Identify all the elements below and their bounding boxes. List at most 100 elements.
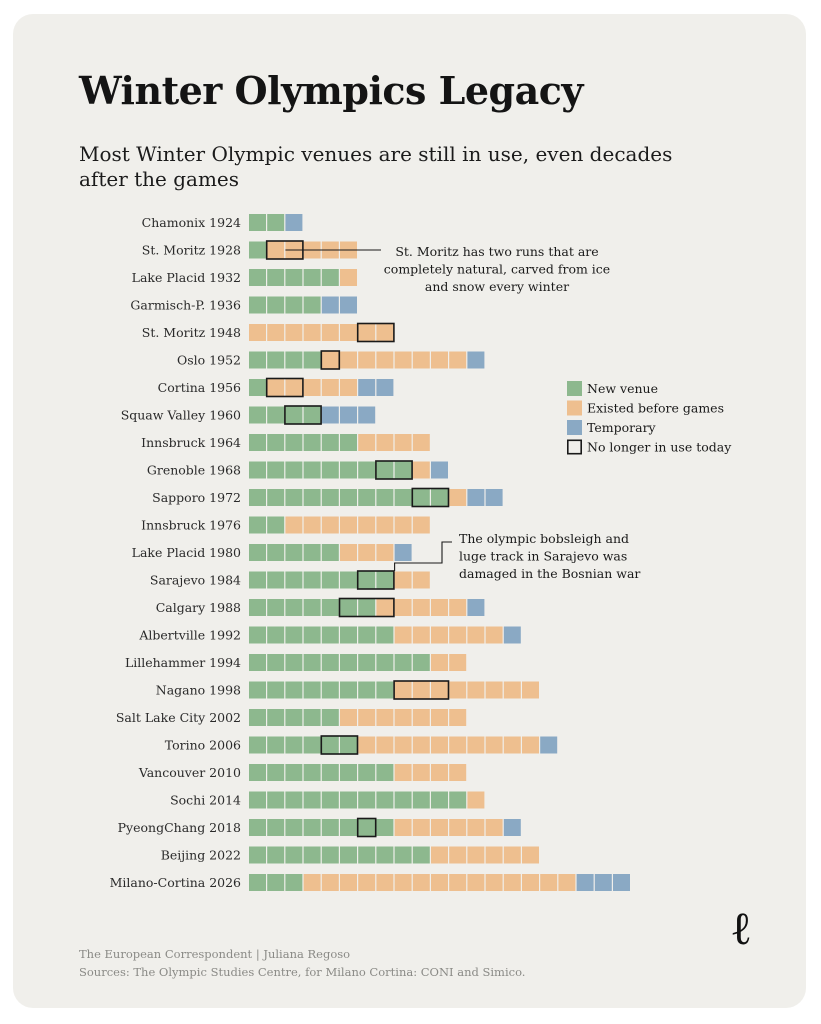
row-label: Lake Placid 1932	[132, 270, 241, 285]
venue-cell-existed	[449, 654, 467, 671]
row-label: Nagano 1998	[156, 683, 241, 698]
venue-cell-new	[376, 846, 394, 864]
venue-cell-existed	[449, 874, 467, 891]
venue-cell-new	[303, 626, 321, 644]
annotation-text: and snow every winter	[425, 279, 569, 294]
row-label: Torino 2006	[165, 738, 241, 753]
row-label: Lake Placid 1980	[132, 545, 241, 560]
venue-cell-new	[303, 544, 321, 561]
venue-cell-new	[358, 489, 376, 506]
venue-cell-existed	[376, 599, 394, 616]
row-label: Squaw Valley 1960	[121, 408, 241, 423]
venue-cell-new	[285, 296, 303, 314]
annotation-text: The olympic bobsleigh and	[459, 531, 629, 546]
venue-cell-new	[358, 819, 376, 836]
row-label: Sarajevo 1984	[150, 573, 241, 588]
venue-cell-temporary	[467, 489, 485, 506]
venue-cell-existed	[412, 736, 430, 754]
venue-cell-existed	[267, 324, 285, 341]
venue-cell-new	[394, 791, 412, 809]
venue-cell-existed	[376, 351, 394, 369]
venue-cell-existed	[485, 736, 503, 754]
venue-cell-new	[321, 846, 339, 864]
venue-cell-existed	[340, 516, 357, 534]
venue-cell-existed	[412, 434, 430, 451]
venue-cell-new	[249, 764, 266, 781]
row-label: Garmisch-P. 1936	[130, 298, 241, 313]
venue-cell-new	[249, 791, 266, 809]
venue-cell-existed	[412, 351, 430, 369]
venue-cell-new	[303, 764, 321, 781]
venue-cell-existed	[503, 846, 521, 864]
venue-cell-existed	[449, 709, 467, 726]
venue-cell-new	[285, 351, 303, 369]
venue-cell-new	[321, 709, 339, 726]
unused-venue-outline	[320, 735, 359, 755]
chart-title: Winter Olympics Legacy	[79, 68, 583, 113]
venue-cell-existed	[340, 324, 357, 341]
venue-cell-existed	[449, 599, 467, 616]
venue-cell-existed	[449, 489, 467, 506]
venue-cell-existed	[522, 874, 539, 891]
venue-cell-existed	[431, 626, 448, 644]
venue-cell-existed	[394, 874, 412, 891]
venue-cell-new	[267, 269, 285, 286]
venue-cell-new	[267, 599, 285, 616]
venue-cell-new	[285, 874, 303, 891]
venue-cell-existed	[340, 351, 357, 369]
unused-venue-outline	[320, 350, 341, 370]
venue-cell-new	[340, 626, 357, 644]
venue-cell-existed	[321, 351, 339, 369]
venue-cell-new	[249, 626, 266, 644]
venue-cell-new	[303, 269, 321, 286]
venue-cell-existed	[467, 681, 485, 699]
venue-cell-existed	[467, 791, 485, 809]
legend-label: Temporary	[587, 420, 657, 435]
venue-cell-existed	[303, 379, 321, 396]
venue-cell-existed	[394, 516, 412, 534]
venue-cell-new	[249, 489, 266, 506]
venue-cell-temporary	[358, 379, 376, 396]
unused-venue-outline	[265, 377, 304, 398]
venue-cell-temporary	[340, 296, 357, 314]
venue-cell-new	[249, 296, 266, 314]
venue-cell-new	[303, 791, 321, 809]
chart-card	[13, 14, 806, 1008]
legend-swatch	[566, 439, 582, 455]
venue-cell-new	[358, 599, 376, 616]
venue-cell-new	[267, 709, 285, 726]
row-label: Cortina 1956	[158, 380, 241, 395]
venue-cell-existed	[321, 874, 339, 891]
venue-cell-existed	[522, 681, 539, 699]
row-label: Beijing 2022	[161, 848, 241, 863]
venue-cell-existed	[412, 461, 430, 479]
venue-cell-new	[285, 461, 303, 479]
venue-cell-new	[267, 874, 285, 891]
venue-cell-existed	[449, 351, 467, 369]
unused-venue-outline	[411, 487, 450, 508]
venue-cell-new	[376, 626, 394, 644]
venue-cell-new	[358, 764, 376, 781]
venue-cell-new	[285, 406, 303, 424]
row-label: Albertville 1992	[138, 628, 241, 643]
venue-cell-new	[303, 681, 321, 699]
venue-cell-new	[321, 571, 339, 589]
venue-cell-existed	[394, 351, 412, 369]
venue-cell-existed	[321, 516, 339, 534]
legend-label: Existed before games	[587, 401, 724, 416]
venue-cell-new	[249, 241, 266, 259]
venue-cell-temporary	[467, 599, 485, 616]
venue-cell-new	[267, 544, 285, 561]
venue-cell-new	[358, 846, 376, 864]
venue-cell-new	[249, 846, 266, 864]
row-label: St. Moritz 1948	[142, 325, 241, 340]
venue-cell-temporary	[540, 736, 558, 754]
venue-cell-new	[321, 269, 339, 286]
venue-cell-new	[376, 764, 394, 781]
venue-cell-new	[394, 654, 412, 671]
row-label: Vancouver 2010	[138, 765, 241, 780]
venue-cell-existed	[503, 681, 521, 699]
venue-cell-existed	[522, 736, 539, 754]
venue-cell-existed	[376, 709, 394, 726]
